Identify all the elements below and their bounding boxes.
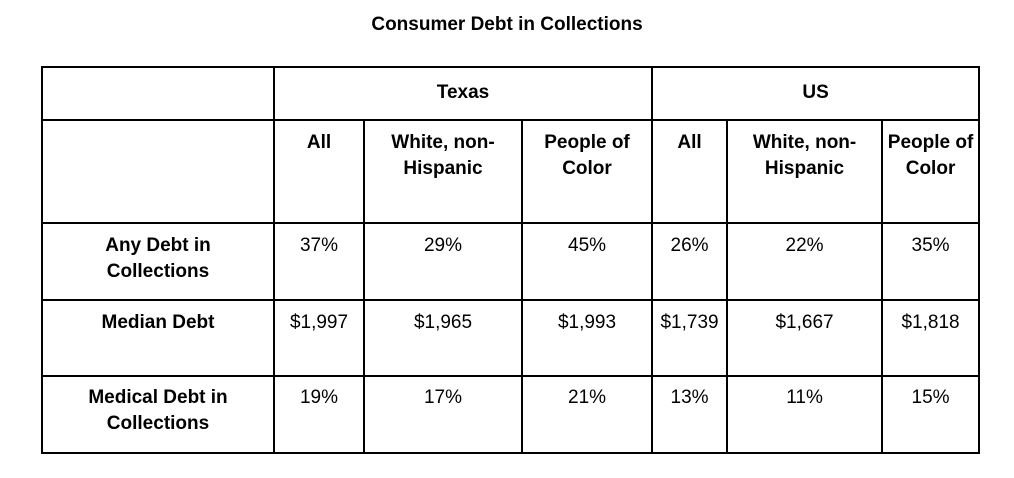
column-header-us-white: White, non-Hispanic xyxy=(726,119,884,224)
sub-corner-cell xyxy=(41,119,275,224)
table-cell: 21% xyxy=(520,375,654,454)
column-header-texas-all: All xyxy=(273,119,365,224)
group-header-us: US xyxy=(651,66,981,121)
column-header-row: All White, non-Hispanic People of Color … xyxy=(41,119,981,224)
column-header-texas-white: White, non-Hispanic xyxy=(363,119,523,224)
row-label-any-debt: Any Debt in Collections xyxy=(41,222,275,301)
table-cell: $1,818 xyxy=(881,299,981,377)
table-cell: 29% xyxy=(363,222,523,301)
table-cell: $1,667 xyxy=(726,299,884,377)
corner-cell xyxy=(41,66,275,121)
table-cell: $1,993 xyxy=(520,299,654,377)
table-cell: 15% xyxy=(881,375,981,454)
row-label-medical-debt: Medical Debt in Collections xyxy=(41,375,275,454)
table-cell: $1,997 xyxy=(273,299,365,377)
table-cell: 37% xyxy=(273,222,365,301)
column-header-us-all: All xyxy=(651,119,729,224)
group-header-row: Texas US xyxy=(41,66,981,121)
group-header-texas: Texas xyxy=(272,66,654,121)
table-title: Consumer Debt in Collections xyxy=(371,14,643,35)
column-header-us-poc: People of Color xyxy=(881,119,981,224)
row-label-median-debt: Median Debt xyxy=(41,299,275,377)
table-row-median-debt: Median Debt $1,997 $1,965 $1,993 $1,739 … xyxy=(41,299,981,377)
table-cell: 35% xyxy=(881,222,981,301)
table-cell: 22% xyxy=(726,222,884,301)
table-cell: $1,965 xyxy=(363,299,523,377)
table-cell: 11% xyxy=(726,375,884,454)
table-row-medical-debt: Medical Debt in Collections 19% 17% 21% … xyxy=(41,375,981,454)
table-cell: 26% xyxy=(651,222,729,301)
table-cell: 45% xyxy=(520,222,654,301)
table-cell: 17% xyxy=(363,375,523,454)
table-cell: 13% xyxy=(651,375,729,454)
column-header-texas-poc: People of Color xyxy=(520,119,654,224)
table-row-any-debt: Any Debt in Collections 37% 29% 45% 26% … xyxy=(41,222,981,301)
table-cell: $1,739 xyxy=(651,299,729,377)
table-cell: 19% xyxy=(273,375,365,454)
debt-table: Texas US All White, non-Hispanic People … xyxy=(41,66,981,454)
